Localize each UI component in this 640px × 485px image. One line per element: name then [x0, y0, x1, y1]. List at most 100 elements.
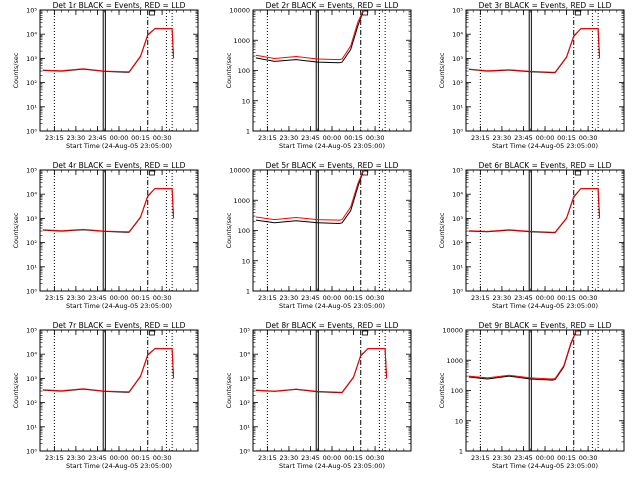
y-tick-label: 10⁰ — [26, 288, 37, 296]
y-tick-label: 10² — [452, 79, 463, 87]
series-events-line — [255, 169, 365, 225]
y-tick-label: 10⁴ — [239, 351, 250, 359]
y-tick-label: 1000 — [233, 37, 250, 45]
y-tick-label: 10³ — [26, 375, 37, 383]
y-tick-label: 100 — [451, 387, 463, 395]
y-tick-label: 100 — [238, 67, 250, 75]
box-marker — [149, 330, 155, 336]
x-tick-label: 00:00 — [323, 454, 342, 462]
x-tick-label: 23:15 — [471, 134, 490, 142]
x-axis-label: Start Time (24-Aug-05 23:05:00) — [279, 462, 385, 470]
series-lld-line — [255, 169, 365, 221]
box-marker — [575, 10, 581, 16]
x-tick-label: 00:00 — [110, 134, 129, 142]
y-axis-label: Counts/sec — [225, 212, 233, 248]
y-tick-label: 10⁰ — [26, 128, 37, 136]
x-tick-label: 23:30 — [493, 294, 512, 302]
y-tick-label: 10² — [452, 239, 463, 247]
x-tick-label: 00:00 — [110, 294, 129, 302]
y-tick-label: 10 — [242, 97, 250, 105]
y-tick-label: 10⁵ — [239, 327, 250, 335]
chart-panel-4: Det 4r BLACK = Events, RED = LLD 10⁰ 10¹ 10… — [12, 161, 199, 310]
y-tick-label: 10² — [26, 79, 37, 87]
series-lld-line — [468, 329, 578, 380]
plot-frame — [465, 169, 625, 292]
x-tick-label: 23:15 — [258, 454, 277, 462]
y-axis-label: Counts/sec — [12, 212, 20, 248]
plot-frame — [252, 169, 412, 292]
plot-frame — [465, 329, 625, 452]
series-lld-line — [42, 28, 175, 73]
x-tick-label: 23:45 — [301, 454, 320, 462]
series-lld-line — [255, 348, 388, 393]
chart-title: Det 2r BLACK = Events, RED = LLD — [266, 1, 399, 10]
chart-panel-3: Det 3r BLACK = Events, RED = LLD 10⁰ 10¹ 10… — [438, 1, 625, 150]
y-tick-label: 10000 — [229, 167, 250, 175]
chart-panel-6: Det 6r BLACK = Events, RED = LLD 10⁰ 10¹ 10… — [438, 161, 625, 310]
plot-frame — [252, 9, 412, 132]
y-tick-label: 10¹ — [26, 103, 37, 111]
y-tick-label: 10³ — [26, 215, 37, 223]
x-axis-label: Start Time (24-Aug-05 23:05:00) — [279, 302, 385, 310]
y-tick-label: 10⁴ — [26, 351, 37, 359]
y-tick-label: 1 — [246, 128, 250, 136]
x-tick-label: 00:15 — [557, 454, 576, 462]
y-tick-label: 10³ — [26, 55, 37, 63]
y-tick-label: 10⁴ — [26, 31, 37, 39]
series-events-line — [42, 28, 175, 73]
box-marker — [149, 170, 155, 176]
chart-title: Det 3r BLACK = Events, RED = LLD — [479, 1, 612, 10]
y-axis-label: Counts/sec — [12, 372, 20, 408]
y-tick-label: 10⁰ — [26, 448, 37, 456]
x-axis-label: Start Time (24-Aug-05 23:05:00) — [492, 302, 598, 310]
x-axis-label: Start Time (24-Aug-05 23:05:00) — [492, 462, 598, 470]
x-tick-label: 00:15 — [344, 454, 363, 462]
x-tick-label: 00:00 — [110, 454, 129, 462]
x-tick-label: 23:45 — [514, 294, 533, 302]
x-axis-label: Start Time (24-Aug-05 23:05:00) — [279, 142, 385, 150]
x-tick-label: 00:30 — [366, 454, 385, 462]
chart-panel-9: Det 9r BLACK = Events, RED = LLD 1 10 100 10… — [438, 321, 625, 470]
x-tick-label: 00:30 — [153, 134, 172, 142]
x-tick-label: 23:30 — [67, 134, 86, 142]
chart-title: Det 6r BLACK = Events, RED = LLD — [479, 161, 612, 170]
y-tick-label: 10000 — [229, 7, 250, 15]
x-tick-label: 00:15 — [557, 294, 576, 302]
y-tick-label: 10 — [242, 257, 250, 265]
y-tick-label: 10⁵ — [26, 7, 37, 15]
x-tick-label: 00:30 — [366, 294, 385, 302]
x-tick-label: 23:15 — [471, 454, 490, 462]
y-tick-label: 10000 — [442, 327, 463, 335]
y-tick-label: 10⁴ — [26, 191, 37, 199]
y-tick-label: 10⁴ — [452, 31, 463, 39]
box-marker — [362, 330, 368, 336]
y-tick-label: 10⁵ — [26, 327, 37, 335]
x-tick-label: 00:30 — [366, 134, 385, 142]
y-tick-label: 10³ — [452, 215, 463, 223]
x-tick-label: 00:00 — [323, 134, 342, 142]
x-tick-label: 00:15 — [344, 294, 363, 302]
y-tick-label: 100 — [238, 227, 250, 235]
x-tick-label: 23:15 — [258, 294, 277, 302]
x-tick-label: 23:15 — [258, 134, 277, 142]
series-lld-line — [468, 28, 601, 73]
x-tick-label: 23:30 — [280, 134, 299, 142]
series-events-line — [468, 329, 578, 381]
box-marker — [149, 10, 155, 16]
x-tick-label: 23:30 — [280, 294, 299, 302]
x-axis-label: Start Time (24-Aug-05 23:05:00) — [66, 302, 172, 310]
y-tick-label: 10¹ — [26, 423, 37, 431]
y-tick-label: 10² — [26, 239, 37, 247]
y-tick-label: 10⁰ — [452, 128, 463, 136]
x-tick-label: 00:30 — [579, 294, 598, 302]
chart-title: Det 1r BLACK = Events, RED = LLD — [53, 1, 186, 10]
y-tick-label: 10¹ — [26, 263, 37, 271]
series-events-line — [255, 9, 365, 64]
x-tick-label: 23:30 — [67, 294, 86, 302]
x-axis-label: Start Time (24-Aug-05 23:05:00) — [66, 462, 172, 470]
chart-title: Det 5r BLACK = Events, RED = LLD — [266, 161, 399, 170]
x-axis-label: Start Time (24-Aug-05 23:05:00) — [66, 142, 172, 150]
box-marker — [575, 170, 581, 176]
x-tick-label: 00:30 — [153, 454, 172, 462]
